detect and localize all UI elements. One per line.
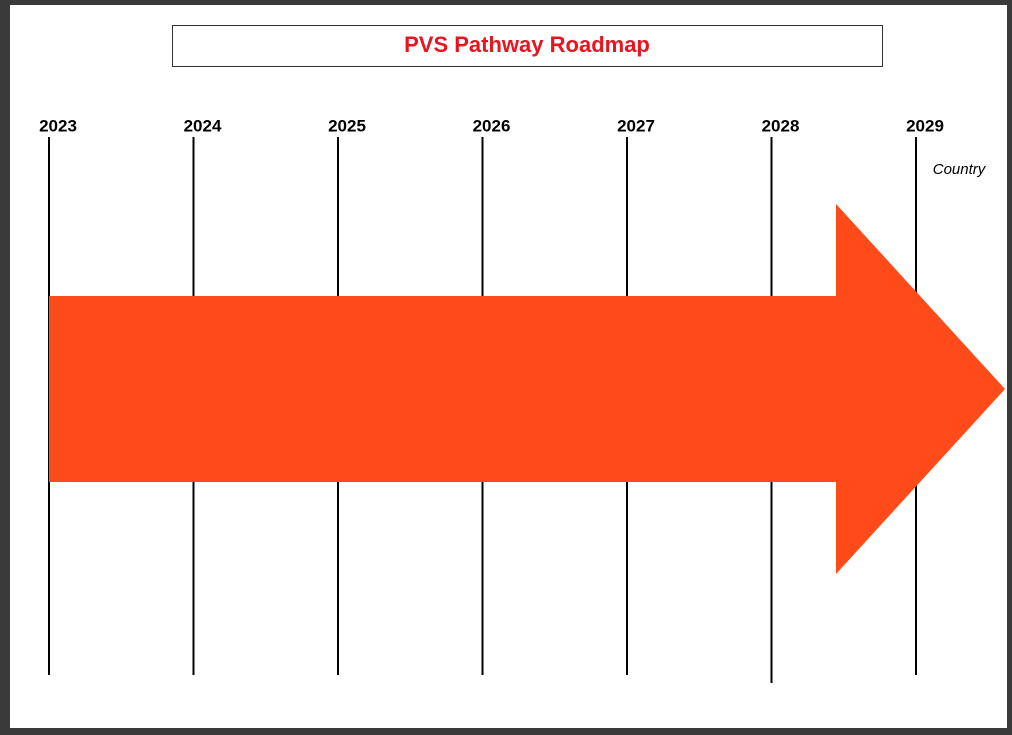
year-label: 2028	[762, 116, 800, 135]
title: PVS Pathway Roadmap	[404, 32, 650, 57]
year-label: 2027	[617, 116, 655, 135]
country-label: Country	[933, 161, 987, 178]
roadmap-arrow	[49, 204, 1005, 574]
year-label: 2023	[39, 116, 77, 135]
timeline: 2023 2024 2025 2026 2027 2028 2029	[39, 116, 944, 683]
year-label: 2029	[906, 116, 944, 135]
title-box	[172, 25, 883, 67]
year-label: 2024	[184, 116, 222, 135]
year-label: 2025	[328, 116, 366, 135]
year-label: 2026	[473, 116, 511, 135]
